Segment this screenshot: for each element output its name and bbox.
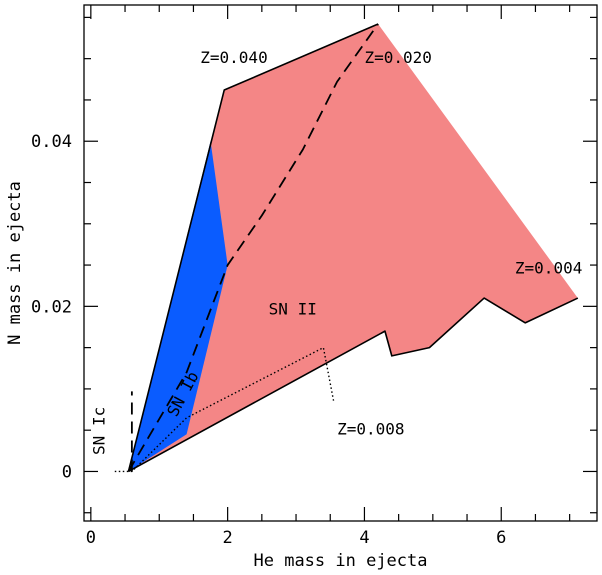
regions-layer xyxy=(128,23,578,472)
x-tick-label: 0 xyxy=(86,528,96,548)
y-tick-label: 0.04 xyxy=(31,132,72,152)
annotation-z-0-040: Z=0.040 xyxy=(200,48,267,67)
annotation-sn-ic: SN Ic xyxy=(90,407,109,455)
annotation-z-0-020: Z=0.020 xyxy=(364,48,431,67)
ticks-layer xyxy=(84,5,597,521)
labels-layer: 0 2 4 6 0 0.02 0.04 xyxy=(31,132,506,548)
x-axis-label: He mass in ejecta xyxy=(254,551,428,571)
x-tick-label: 2 xyxy=(223,528,233,548)
region-sn-ii xyxy=(128,23,578,472)
x-tick-label: 4 xyxy=(359,528,369,548)
plot-frame xyxy=(83,4,598,522)
y-axis-label: N mass in ejecta xyxy=(5,181,25,345)
lines-layer xyxy=(114,23,579,473)
annotation-sn-ii: SN II xyxy=(269,300,317,319)
annotation-z-0-004: Z=0.004 xyxy=(515,258,582,277)
x-tick-label: 6 xyxy=(496,528,506,548)
line-upper-boundary xyxy=(127,23,379,472)
y-tick-label: 0 xyxy=(62,462,72,482)
line-lower-boundary xyxy=(128,297,579,473)
region-sn-ib xyxy=(128,141,228,472)
line-z-0.020-track xyxy=(127,23,379,472)
y-tick-label: 0.02 xyxy=(31,297,72,317)
annotation-z-0-008: Z=0.008 xyxy=(337,419,404,438)
